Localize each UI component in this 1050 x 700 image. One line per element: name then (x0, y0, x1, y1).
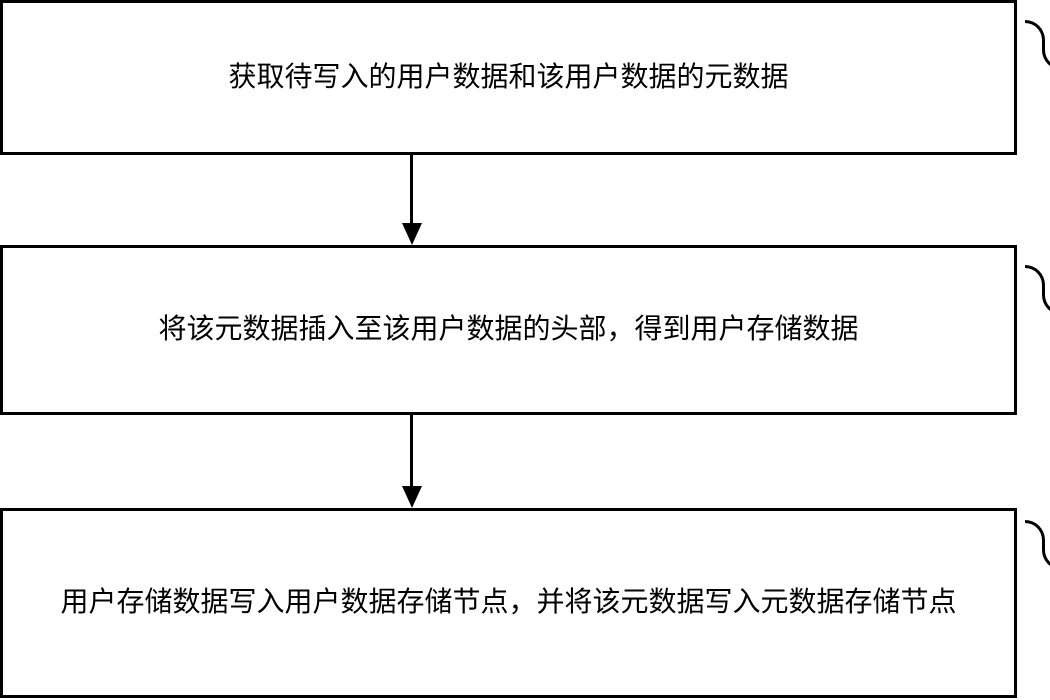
arrow-head-icon (402, 223, 422, 245)
flowchart-node-n1: 获取待写入的用户数据和该用户数据的元数据 (0, 0, 1017, 155)
node-label: 获取待写入的用户数据和该用户数据的元数据 (228, 57, 788, 99)
node-label: 将该元数据插入至该用户数据的头部，得到用户存储数据 (158, 309, 858, 351)
brace-icon (1042, 290, 1050, 315)
flowchart-canvas: 获取待写入的用户数据和该用户数据的元数据将该元数据插入至该用户数据的头部，得到用… (0, 0, 1050, 700)
arrow-line (410, 155, 413, 223)
brace-icon (1025, 20, 1045, 45)
flowchart-node-n3: 用户存储数据写入用户数据存储节点，并将该元数据写入元数据存储节点 (0, 508, 1017, 698)
arrow-line (410, 415, 413, 486)
brace-icon (1042, 45, 1050, 70)
arrow-head-icon (402, 486, 422, 508)
flowchart-node-n2: 将该元数据插入至该用户数据的头部，得到用户存储数据 (0, 245, 1017, 415)
brace-icon (1025, 520, 1045, 545)
brace-icon (1025, 265, 1045, 290)
brace-icon (1042, 545, 1050, 570)
node-label: 用户存储数据写入用户数据存储节点，并将该元数据写入元数据存储节点 (60, 582, 956, 624)
